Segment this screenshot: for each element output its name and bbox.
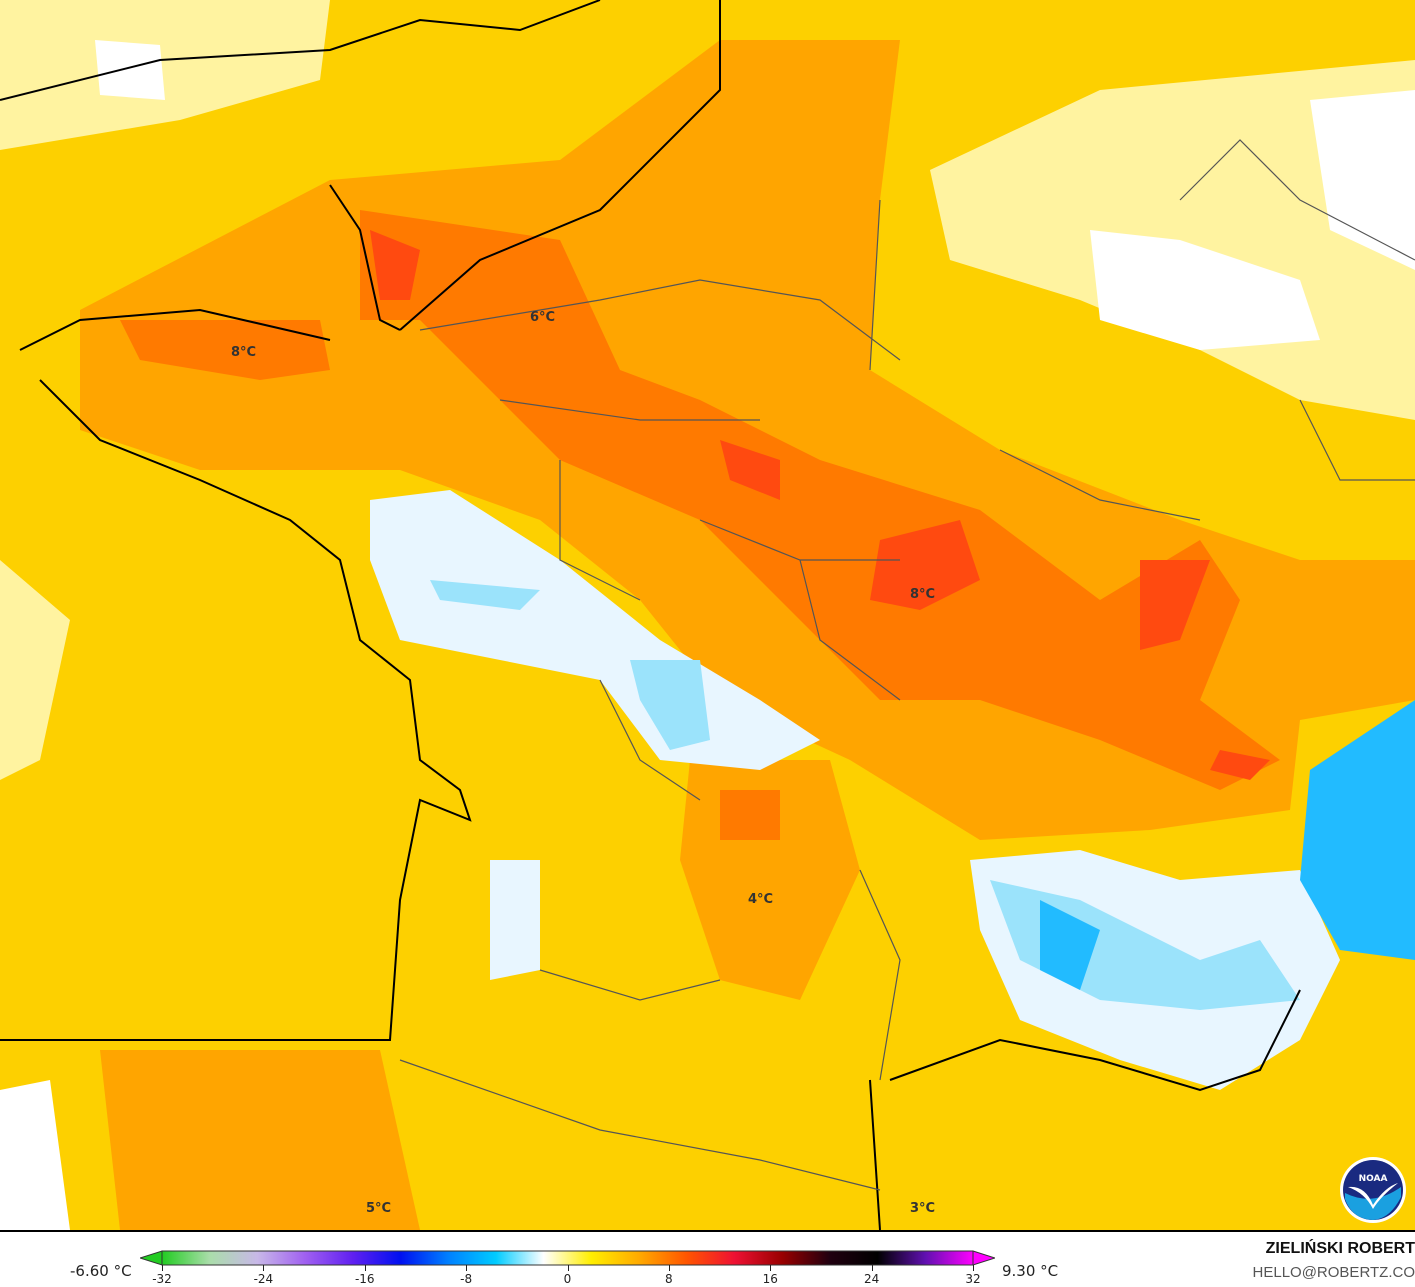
contour-label: 8°C [910,587,936,602]
author-credit: ZIELIŃSKI ROBERT [1265,1240,1415,1257]
region-cyan [430,580,1300,1010]
colorbar-tick [162,1265,163,1271]
colorbar-tick [871,1265,873,1271]
min-value: -6.60 °C [70,1262,132,1280]
colorbar-gradient [161,1250,974,1266]
region-light-yellow [0,0,1415,780]
contour-label: 5°C [366,1201,392,1216]
svg-text:NOAA: NOAA [1359,1174,1388,1184]
colorbar-tick-label: -8 [460,1272,473,1286]
contour-label: 6°C [530,310,556,325]
colorbar-tick [973,1265,974,1271]
colorbar [140,1250,995,1266]
contour-label: 8°C [231,345,257,360]
region-orange [80,40,1415,1230]
contour-label: 4°C [748,892,774,907]
temperature-map: 6°C 8°C 8°C 4°C 5°C 3°C NOAA [0,0,1415,1230]
colorbar-tick-label: -32 [152,1272,172,1286]
colorbar-tick-label: -24 [253,1272,274,1286]
author-email: HELLO@ROBERTZ.CO [1252,1264,1415,1281]
colorbar-tick-label: -16 [354,1272,375,1286]
colorbar-tick [668,1265,670,1271]
map-layers [0,0,1415,1230]
colorbar-tick [263,1265,265,1271]
noaa-logo: NOAA [1340,1157,1406,1223]
colorbar-tick-label: 16 [762,1272,778,1286]
colorbar-low-arrow [140,1250,163,1266]
legend-footer: -6.60 °C -32 -24 -16 -8 0 8 16 24 32 9.3… [0,1230,1415,1287]
colorbar-tick-label: 32 [965,1272,981,1286]
contour-label: 3°C [910,1201,936,1216]
colorbar-tick [364,1265,366,1271]
colorbar-tick-label: 24 [863,1272,880,1286]
colorbar-high-arrow [972,1250,995,1266]
colorbar-tick-label: 0 [563,1272,572,1286]
coastline [0,0,1301,1230]
colorbar-tick [567,1265,569,1271]
colorbar-tick-label: 8 [665,1272,673,1286]
region-blue [1040,700,1415,990]
colorbar-tick [770,1265,772,1271]
max-value: 9.30 °C [1002,1262,1059,1280]
colorbar-tick [466,1265,468,1271]
region-dark-orange [120,210,1280,840]
borders [399,139,1415,1191]
